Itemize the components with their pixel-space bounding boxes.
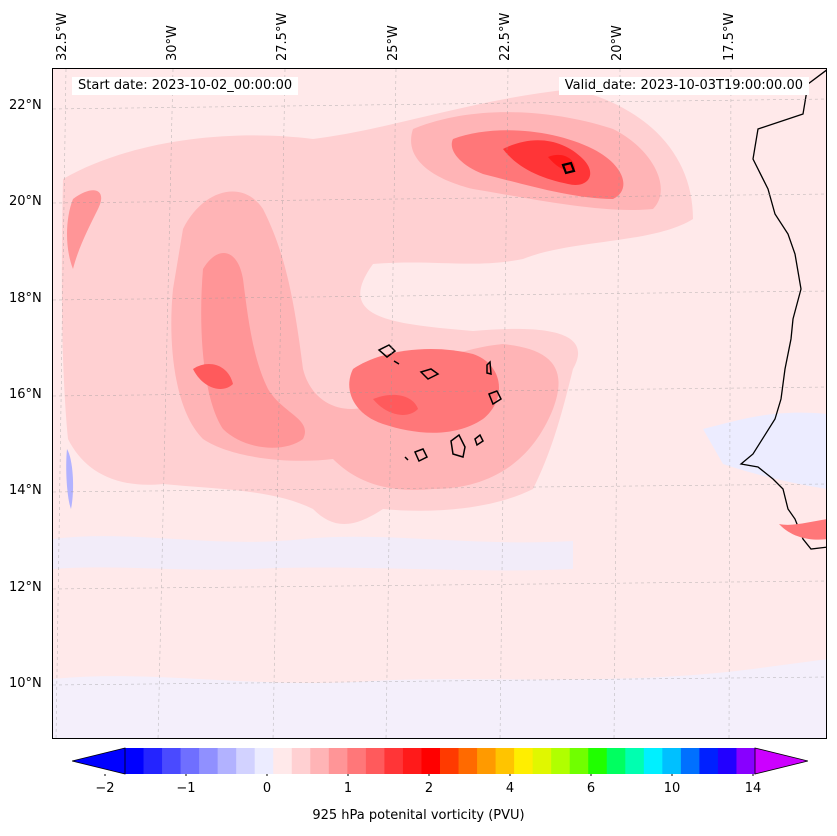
colorbar-cell [680,748,700,774]
colorbar-cell [440,748,460,774]
colorbar-cell [162,748,182,774]
lat-label-12n: 12°N [9,580,42,595]
lon-label-20w: 20°W [610,25,625,61]
colorbar-ticks [104,774,754,776]
colorbar-over-arrow [754,747,808,775]
lat-label-18n: 18°N [9,291,42,306]
colorbar-title: 925 hPa potenital vorticity (PVU) [312,808,525,823]
pv-core-west [193,364,233,389]
lat-label-22n: 22°N [9,98,42,113]
cb-tick-label-1: 1 [343,781,353,796]
gridline-25w [385,69,397,738]
cb-tick-label-2: 2 [424,781,434,796]
island-sao-nicolau [419,368,440,380]
colorbar-cell [421,748,441,774]
colorbar-cell [365,748,385,774]
lat-label-20n: 20°N [9,194,42,209]
lat-label-14n: 14°N [9,483,42,498]
colorbar-cell [699,748,719,774]
island-santo-antao [377,344,397,358]
pv-low-south [53,659,826,738]
colorbar-cell [254,748,274,774]
pv-west-strip [67,190,102,269]
pv-strong-islands [349,349,500,433]
map-panel [52,68,827,739]
island-sao-vicente [393,360,400,365]
island-brava [404,456,409,461]
lat-label-16n: 16°N [9,387,42,402]
colorbar-cell [236,748,256,774]
colorbar [72,747,808,776]
colorbar-cell [125,748,145,774]
cb-tick-label-neg1: −1 [176,781,196,796]
pv-field-map [53,69,826,738]
colorbar-cell [143,748,163,774]
colorbar-cell [402,748,422,774]
lat-label-10n: 10°N [9,676,42,691]
lon-label-25w: 25°W [386,25,401,61]
lon-label-30w: 30°W [165,25,180,61]
start-date-label: Start date: 2023-10-02_00:00:00 [72,77,299,95]
cb-tick-label-0: 0 [262,781,272,796]
cb-tick-label-neg2: −2 [95,781,115,796]
colorbar-cells [125,748,756,774]
island-santiago [450,433,466,458]
colorbar-cell [717,748,737,774]
colorbar-cell [328,748,348,774]
colorbar-cell [736,748,756,774]
pv-max-north [548,154,575,171]
pv-low-west [66,449,74,509]
colorbar-cell [347,748,367,774]
pv-core-north [503,140,591,185]
valid-date-label: Valid_date: 2023-10-03T19:00:00.00 [558,77,809,95]
cb-tick-label-4: 4 [505,781,515,796]
colorbar-cell [643,748,663,774]
colorbar-cell [606,748,626,774]
gridline-17p5w [728,69,732,738]
colorbar-cell [569,748,589,774]
cb-tick-label-14: 14 [744,781,762,796]
pv-contour-north [561,161,576,175]
pv-low-band [53,536,573,571]
pv-coast-max [779,519,826,540]
island-sal [486,360,492,375]
colorbar-cell [495,748,515,774]
colorbar-cell [199,748,219,774]
island-maio [474,433,484,447]
coastline [739,69,826,550]
colorbar-cell [180,748,200,774]
gridline-20w [613,69,621,738]
gridline-30w [157,69,174,738]
pv-low-coast [703,412,826,489]
lon-label-27p5w: 27.5°W [275,12,290,61]
colorbar-cell [532,748,552,774]
pv-core-islands [373,394,418,415]
colorbar-cell [625,748,645,774]
colorbar-cell [310,748,330,774]
pv-strong-west [201,252,305,448]
gridline-22p5w [499,69,509,738]
colorbar-cell [217,748,237,774]
lon-label-22p5w: 22.5°W [498,12,513,61]
gridlines [53,69,826,738]
colorbar-cell [514,748,534,774]
island-boa-vista [488,390,502,406]
colorbar-cell [458,748,478,774]
cb-tick-label-6: 6 [586,781,596,796]
colorbar-cell [551,748,571,774]
gridline-32p5w [55,69,67,738]
colorbar-cell [588,748,608,774]
cape-verde-islands [377,161,576,463]
island-fogo [413,448,429,463]
lon-label-32p5w: 32.5°W [55,12,70,61]
colorbar-cell [384,748,404,774]
colorbar-cell [662,748,682,774]
colorbar-cell [273,748,293,774]
gridline-27p5w [272,69,286,738]
colorbar-under-arrow [72,747,126,775]
colorbar-cell [291,748,311,774]
cb-tick-label-10: 10 [663,781,681,796]
colorbar-cell [477,748,497,774]
lon-label-17p5w: 17.5°W [722,12,737,61]
